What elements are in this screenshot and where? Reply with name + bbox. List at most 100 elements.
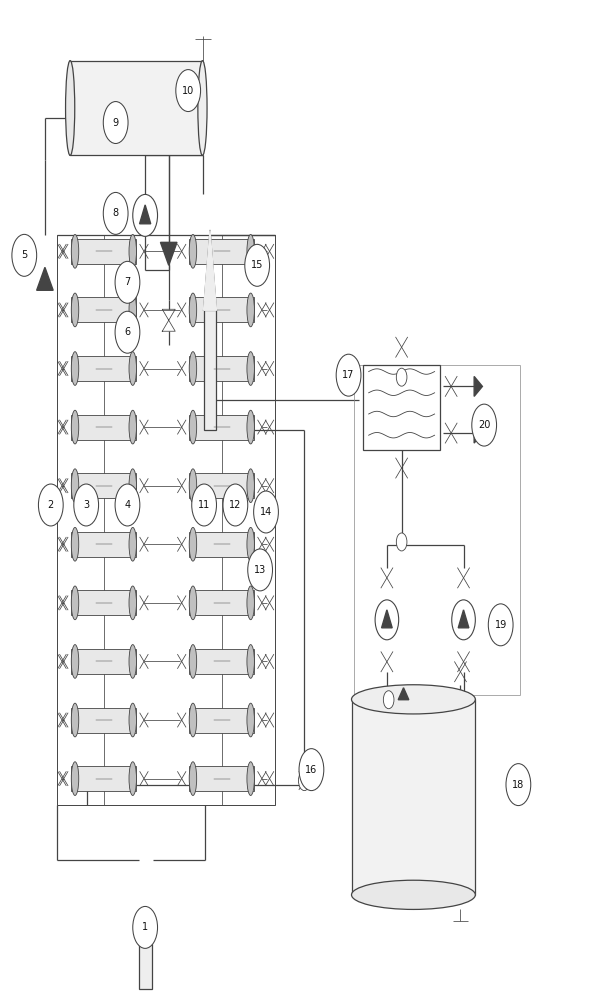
Polygon shape	[37, 267, 53, 290]
Text: 11: 11	[198, 500, 210, 510]
Bar	[189, 532, 254, 557]
Ellipse shape	[247, 586, 254, 620]
Ellipse shape	[72, 703, 79, 737]
Circle shape	[176, 70, 200, 112]
Bar	[189, 239, 254, 264]
Ellipse shape	[72, 234, 79, 268]
Bar	[189, 649, 254, 674]
Ellipse shape	[189, 527, 197, 561]
Ellipse shape	[66, 61, 74, 155]
Circle shape	[298, 771, 310, 791]
Text: 19: 19	[495, 620, 507, 630]
Circle shape	[397, 533, 407, 551]
Circle shape	[38, 484, 63, 526]
Ellipse shape	[247, 527, 254, 561]
Ellipse shape	[189, 234, 197, 268]
Polygon shape	[474, 423, 482, 443]
Ellipse shape	[72, 293, 79, 327]
Ellipse shape	[129, 703, 137, 737]
Text: 10: 10	[182, 86, 194, 96]
Ellipse shape	[247, 293, 254, 327]
Bar	[189, 708, 254, 733]
Bar	[72, 297, 137, 322]
Ellipse shape	[72, 645, 79, 678]
Text: 7: 7	[124, 277, 131, 287]
Bar	[189, 356, 254, 381]
Text: 14: 14	[260, 507, 272, 517]
Polygon shape	[139, 205, 151, 224]
Ellipse shape	[189, 410, 197, 444]
Bar	[57, 235, 275, 805]
Ellipse shape	[129, 352, 137, 385]
Text: 9: 9	[113, 118, 119, 128]
Ellipse shape	[72, 410, 79, 444]
Ellipse shape	[247, 645, 254, 678]
Circle shape	[248, 549, 272, 591]
Bar	[72, 766, 137, 791]
Ellipse shape	[72, 469, 79, 503]
Polygon shape	[474, 376, 482, 396]
Bar	[352, 699, 475, 895]
Polygon shape	[458, 610, 469, 628]
Ellipse shape	[129, 527, 137, 561]
Ellipse shape	[247, 469, 254, 503]
Ellipse shape	[247, 762, 254, 795]
Circle shape	[115, 484, 140, 526]
Ellipse shape	[247, 234, 254, 268]
Bar	[72, 239, 137, 264]
Circle shape	[115, 261, 140, 303]
Bar	[72, 415, 137, 440]
Circle shape	[254, 491, 278, 533]
Text: 15: 15	[251, 260, 264, 270]
Text: 5: 5	[21, 250, 27, 260]
Bar	[189, 297, 254, 322]
Text: 8: 8	[113, 208, 119, 218]
Text: 20: 20	[478, 420, 491, 430]
Text: 1: 1	[142, 922, 148, 932]
Bar	[189, 473, 254, 498]
Bar	[189, 415, 254, 440]
Ellipse shape	[72, 352, 79, 385]
Ellipse shape	[189, 469, 197, 503]
Circle shape	[336, 354, 361, 396]
Ellipse shape	[129, 293, 137, 327]
Polygon shape	[161, 242, 177, 265]
Ellipse shape	[189, 293, 197, 327]
Bar	[189, 590, 254, 615]
Text: 12: 12	[229, 500, 242, 510]
Text: 16: 16	[306, 765, 317, 775]
Text: 13: 13	[254, 565, 267, 575]
Ellipse shape	[72, 762, 79, 795]
Ellipse shape	[189, 586, 197, 620]
Ellipse shape	[129, 645, 137, 678]
Text: 6: 6	[124, 327, 131, 337]
Circle shape	[245, 244, 269, 286]
Ellipse shape	[129, 234, 137, 268]
Circle shape	[375, 600, 399, 640]
Circle shape	[452, 600, 475, 640]
Circle shape	[397, 368, 407, 386]
Ellipse shape	[129, 586, 137, 620]
Text: 4: 4	[124, 500, 131, 510]
Ellipse shape	[352, 685, 475, 714]
Circle shape	[103, 192, 128, 234]
Ellipse shape	[129, 410, 137, 444]
Bar	[72, 473, 137, 498]
Ellipse shape	[189, 352, 197, 385]
Ellipse shape	[247, 703, 254, 737]
Circle shape	[133, 906, 158, 948]
Text: 17: 17	[342, 370, 355, 380]
Circle shape	[103, 102, 128, 143]
Ellipse shape	[189, 645, 197, 678]
Circle shape	[12, 234, 37, 276]
Bar	[70, 61, 203, 155]
Ellipse shape	[189, 703, 197, 737]
Bar	[363, 365, 440, 450]
Circle shape	[488, 604, 513, 646]
Ellipse shape	[72, 527, 79, 561]
Polygon shape	[398, 688, 409, 700]
Circle shape	[384, 691, 394, 709]
Bar	[72, 708, 137, 733]
Bar	[72, 649, 137, 674]
Ellipse shape	[72, 586, 79, 620]
